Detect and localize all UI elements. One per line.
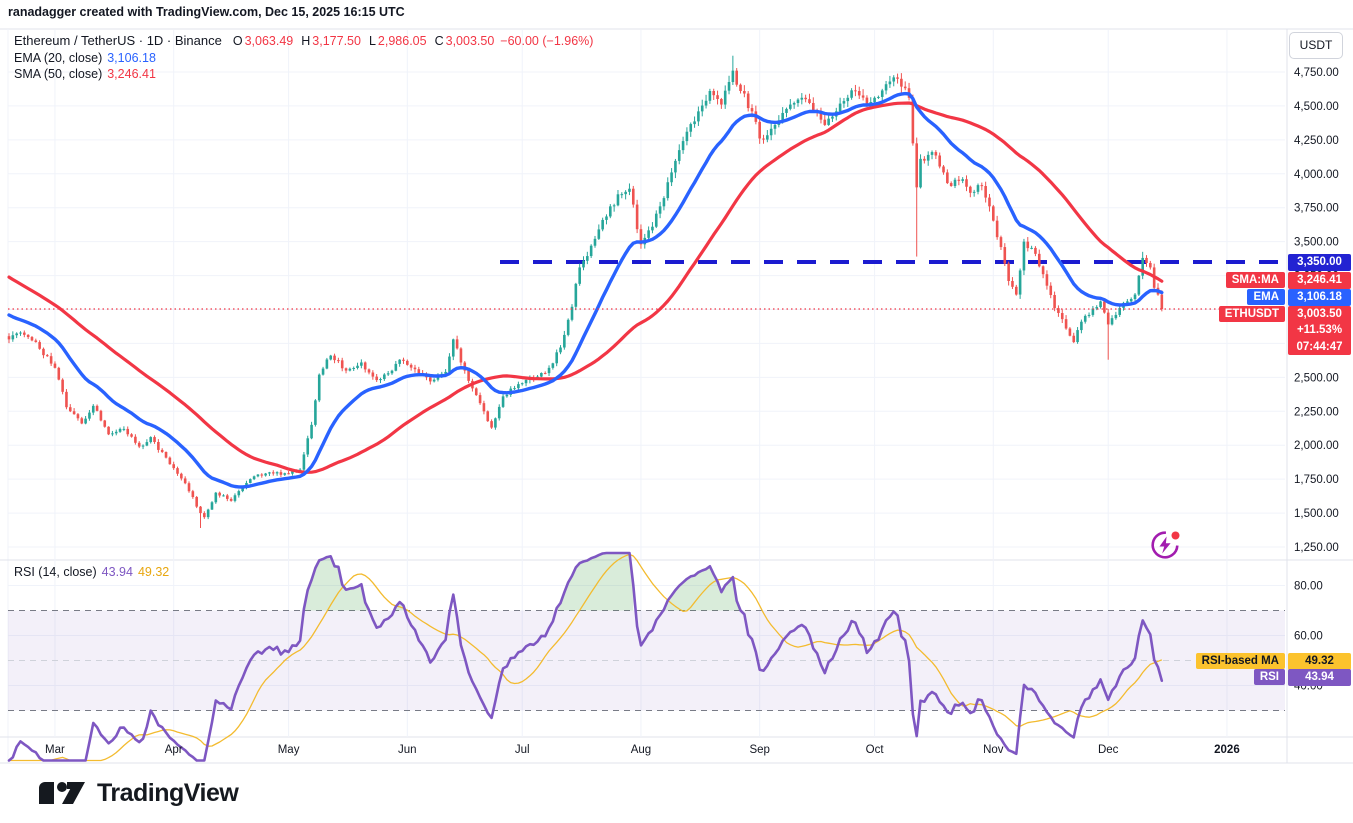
rsi-scale-label: 43.94 [1288,669,1351,686]
ma-lines-layer [7,91,1285,489]
open-label: O [232,33,243,48]
rsi-tag: RSI [1253,669,1285,685]
svg-text:Apr: Apr [165,744,183,756]
rsi-line [7,551,1164,762]
sma50-line [7,101,1164,474]
svg-text:Dec: Dec [1098,744,1119,756]
ema-legend-row[interactable]: EMA (20, close) 3,106.18 [14,51,156,65]
symbol-tag: ETHUSDT [1218,306,1285,322]
ohlc-values: O 3,063.49 H 3,177.50 L 2,986.05 C 3,003… [227,34,594,48]
svg-text:60.00: 60.00 [1294,631,1323,643]
open-value: 3,063.49 [244,33,294,48]
bar-countdown: 07:44:47 [1296,340,1343,353]
sma-indicator-value: 3,246.41 [107,67,156,81]
svg-text:May: May [278,744,300,756]
svg-text:2,500.00: 2,500.00 [1294,372,1339,384]
high-value: 3,177.50 [312,33,361,48]
sma-legend-row[interactable]: SMA (50, close) 3,246.41 [14,67,156,81]
rsi-pane-layer [7,551,1285,762]
svg-text:4,750.00: 4,750.00 [1294,67,1339,79]
sma-price-label: 3,246.41 [1288,272,1351,289]
rsi-ma-line [9,553,1163,762]
flash-alert-icon[interactable] [1148,527,1186,563]
last-price-label: 3,003.50 +11.53% 07:44:47 [1288,306,1351,355]
symbol-title[interactable]: Ethereum / TetherUS · 1D · Binance [14,33,222,48]
low-label: L [368,33,376,48]
svg-text:1,250.00: 1,250.00 [1294,542,1339,554]
rsi-value: 43.94 [101,565,133,579]
ema-price-label: 3,106.18 [1288,289,1351,306]
rsi-legend-row[interactable]: RSI (14, close) 43.94 49.32 [14,565,169,579]
svg-text:Jul: Jul [515,744,530,756]
svg-text:4,500.00: 4,500.00 [1294,101,1339,113]
svg-text:3,750.00: 3,750.00 [1294,203,1339,215]
svg-text:Aug: Aug [631,744,651,756]
rsi-ma-tag: RSI-based MA [1195,653,1285,669]
svg-text:4,250.00: 4,250.00 [1294,135,1339,147]
symbol-legend-row: Ethereum / TetherUS · 1D · Binance O 3,0… [14,33,593,48]
rsi-ma-value: 49.32 [137,565,170,579]
svg-text:4,000.00: 4,000.00 [1294,169,1339,181]
axis-labels-layer: 1,250.00 1,500.00 1,750.00 2,000.00 2,250.00… [45,67,1339,756]
rsi-indicator-label: RSI (14, close) [14,565,97,579]
high-label: H [301,33,311,48]
change-value: −60.00 (−1.96%) [500,33,594,48]
session-change-value: +11.53% [1296,324,1343,337]
sma-tag: SMA:MA [1225,272,1285,288]
svg-text:Sep: Sep [749,744,769,756]
ema-indicator-label: EMA (20, close) [14,51,103,65]
gridlines-layer [0,28,1353,764]
tradingview-logomark [39,782,85,804]
close-label: C [434,33,444,48]
sma-indicator-label: SMA (50, close) [14,67,103,81]
last-price-value: 3,003.50 [1297,308,1342,320]
ema-indicator-value: 3,106.18 [107,51,156,65]
low-value: 2,986.05 [377,33,427,48]
svg-text:2,000.00: 2,000.00 [1294,440,1339,452]
svg-text:Mar: Mar [45,744,65,756]
svg-text:80.00: 80.00 [1294,581,1323,593]
svg-text:2026: 2026 [1214,744,1240,756]
svg-text:2,250.00: 2,250.00 [1294,406,1339,418]
candles-layer [7,55,1164,529]
svg-text:3,500.00: 3,500.00 [1294,237,1339,249]
attribution-text: ranadagger created with TradingView.com,… [8,5,405,19]
rsi-ma-scale-label: 49.32 [1288,653,1351,670]
close-value: 3,003.50 [445,33,495,48]
svg-text:Oct: Oct [866,744,885,756]
ema20-line [7,91,1164,489]
tradingview-logo[interactable]: TradingView [36,777,239,809]
horizontal-line-price-label[interactable]: 3,350.00 [1288,254,1351,271]
ema-tag: EMA [1247,289,1285,305]
tradingview-wordmark: TradingView [97,778,239,807]
svg-text:1,750.00: 1,750.00 [1294,474,1339,486]
svg-text:Nov: Nov [983,744,1004,756]
currency-toggle-button[interactable]: USDT [1289,32,1343,59]
svg-text:1,500.00: 1,500.00 [1294,508,1339,520]
svg-text:Jun: Jun [398,744,417,756]
